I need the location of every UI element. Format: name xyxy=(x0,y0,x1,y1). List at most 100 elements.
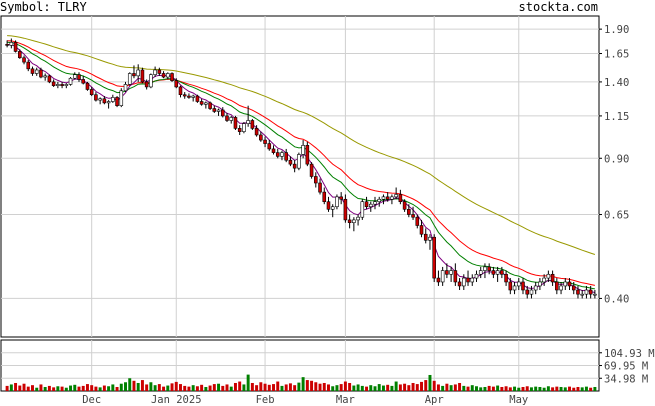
candle-body xyxy=(436,277,441,283)
candle-body xyxy=(457,281,462,287)
candle-body xyxy=(432,236,436,279)
volume-bar xyxy=(500,386,504,391)
volume-bar xyxy=(411,382,415,391)
candle-body xyxy=(500,270,504,275)
candle-body xyxy=(390,196,394,200)
volume-bar xyxy=(462,385,466,391)
candle-body xyxy=(521,281,525,291)
candle-body xyxy=(123,84,128,92)
volume-bar xyxy=(119,383,123,391)
volume-bar xyxy=(487,385,491,391)
volume-bar xyxy=(424,380,428,391)
price-tick-label: 0.40 xyxy=(604,293,629,305)
volume-bar xyxy=(157,384,161,391)
volume-bar xyxy=(356,384,360,391)
volume-bar xyxy=(297,382,301,391)
candle-body xyxy=(576,289,580,295)
volume-bar xyxy=(229,386,233,391)
candle-body xyxy=(314,176,318,184)
candle-body xyxy=(280,152,284,157)
candle-body xyxy=(9,42,14,46)
candle-body xyxy=(440,270,445,283)
date-tick-label: Dec xyxy=(82,394,101,406)
candle-body xyxy=(5,44,9,46)
candle-body xyxy=(516,281,521,287)
candle-body xyxy=(85,82,90,90)
candle-body xyxy=(174,80,179,88)
volume-bar xyxy=(242,384,246,391)
volume-bar xyxy=(559,386,563,391)
volume-bar xyxy=(140,380,144,391)
volume-bar xyxy=(322,382,326,391)
volume-bar xyxy=(386,384,390,391)
volume-bar xyxy=(453,384,457,391)
volume-bar xyxy=(170,383,174,391)
volume-bar xyxy=(233,382,237,391)
volume-bar xyxy=(593,386,597,391)
volume-bar xyxy=(491,386,495,391)
price-tick-label: 1.40 xyxy=(604,77,629,89)
price-panel xyxy=(0,15,600,338)
candle-body xyxy=(157,69,162,74)
candle-body xyxy=(330,206,335,210)
volume-bar xyxy=(352,385,356,391)
candle-body xyxy=(77,74,81,80)
candle-body xyxy=(563,281,568,287)
candle-body xyxy=(111,97,115,102)
candle-body xyxy=(478,270,483,275)
volume-bar xyxy=(428,374,432,391)
candle-body xyxy=(292,163,297,169)
volume-bar xyxy=(22,383,26,391)
volume-bar xyxy=(102,385,106,391)
volume-bar xyxy=(204,386,208,391)
volume-bar xyxy=(280,385,284,391)
volume-bar xyxy=(551,387,555,391)
candle-body xyxy=(68,77,73,85)
volume-bar xyxy=(436,384,440,391)
volume-bar xyxy=(517,387,521,391)
volume-bar xyxy=(200,384,204,391)
volume-bar xyxy=(525,386,529,391)
candle-body xyxy=(81,79,86,84)
candle-body xyxy=(191,95,195,98)
candle-body xyxy=(542,277,546,283)
candle-body xyxy=(51,81,56,86)
candle-body xyxy=(343,198,348,221)
candle-body xyxy=(309,163,314,177)
candle-body xyxy=(178,86,183,96)
candle-body xyxy=(64,84,69,86)
candle-body xyxy=(220,109,225,117)
candle-body xyxy=(30,68,35,74)
candles xyxy=(5,38,597,299)
price-tick-label: 0.90 xyxy=(604,153,629,165)
candle-body xyxy=(533,285,538,291)
volume-bar xyxy=(470,385,474,391)
volume-bar xyxy=(449,385,453,391)
candle-body xyxy=(115,97,119,106)
volume-bar xyxy=(373,386,377,391)
volume-bar xyxy=(153,385,157,391)
candle-body xyxy=(525,289,530,295)
candle-body xyxy=(339,196,343,200)
volume-bar xyxy=(284,384,288,391)
candle-body xyxy=(305,145,310,165)
ema-50-line xyxy=(7,35,596,255)
volume-bar xyxy=(43,386,47,391)
volume-bar xyxy=(538,386,542,391)
volume-bar xyxy=(81,385,85,391)
candle-body xyxy=(584,289,589,295)
volume-bar xyxy=(310,380,314,391)
candle-body xyxy=(347,219,352,223)
volume-bar xyxy=(98,387,102,391)
volume-bar xyxy=(568,386,571,391)
candle-body xyxy=(580,293,584,296)
price-tick-label: 1.15 xyxy=(604,111,629,123)
volume-bar xyxy=(179,384,182,391)
candle-body xyxy=(318,182,322,193)
candle-body xyxy=(26,61,31,70)
volume-bar xyxy=(314,382,318,391)
candle-body xyxy=(381,196,386,200)
volume-bar xyxy=(377,384,381,391)
candle-body xyxy=(22,57,26,63)
